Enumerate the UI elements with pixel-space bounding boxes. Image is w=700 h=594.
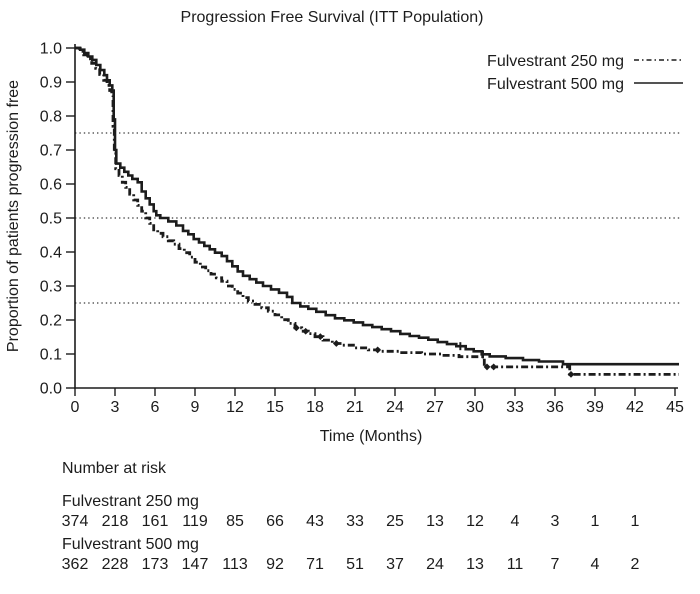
censor-diamond-icon <box>567 371 575 378</box>
axes: 0.00.10.20.30.40.50.60.70.80.91.00 3 6 9 12 1… <box>40 41 684 417</box>
risk-count: 66 <box>266 513 284 530</box>
y-tick-label: 0.6 <box>40 177 62 194</box>
risk-group-name-250: Fulvestrant 250 mg <box>62 493 199 510</box>
x-tick-label: 9 <box>191 399 200 416</box>
y-tick-label: 0.3 <box>40 279 62 296</box>
risk-count: 51 <box>346 556 364 573</box>
censor-diamond-icon <box>292 324 300 332</box>
risk-count: 161 <box>142 513 169 530</box>
x-tick-label: 3 <box>111 399 120 416</box>
risk-count: 37 <box>386 556 404 573</box>
x-tick-label: 42 <box>626 399 644 416</box>
legend-label-fulvestrant-250: Fulvestrant 250 mg <box>487 53 624 70</box>
risk-count: 1 <box>631 513 640 530</box>
risk-count: 13 <box>466 556 484 573</box>
x-tick-label: 36 <box>546 399 564 416</box>
chart-title: Progression Free Survival (ITT Populatio… <box>181 9 484 26</box>
risk-count: 3 <box>551 513 560 530</box>
x-tick-label: 30 <box>466 399 484 416</box>
y-tick-label: 0.5 <box>40 211 62 228</box>
risk-count: 119 <box>182 513 208 530</box>
risk-counts-row-250: 374 218 161 119 85 66 43 33 25 13 12 4 3 1 1 <box>62 513 640 530</box>
risk-count: 147 <box>182 556 209 573</box>
y-axis-label: Proportion of patients progression free <box>5 80 22 352</box>
number-at-risk-table: Number at risk Fulvestrant 250 mg Fulves… <box>62 460 640 573</box>
risk-count: 43 <box>306 513 324 530</box>
risk-count: 7 <box>551 556 560 573</box>
censor-diamond-icon <box>490 363 498 371</box>
x-tick-label: 18 <box>306 399 324 416</box>
number-at-risk-heading: Number at risk <box>62 460 167 477</box>
x-tick-label: 24 <box>386 399 404 416</box>
risk-count: 11 <box>507 556 524 573</box>
censor-diamond-icon <box>316 333 324 341</box>
risk-count: 113 <box>222 556 248 573</box>
censor-diamond-icon <box>302 327 310 335</box>
censor-diamond-icon <box>374 346 382 354</box>
risk-counts-row-500: 362 228 173 147 113 92 71 51 37 24 13 11 7 4 2 <box>62 556 640 573</box>
y-tick-label: 1.0 <box>40 41 62 58</box>
risk-count: 173 <box>142 556 169 573</box>
x-tick-label: 27 <box>426 399 444 416</box>
y-tick-label: 0.7 <box>40 143 62 160</box>
risk-count: 2 <box>631 556 640 573</box>
y-tick-label: 0.9 <box>40 75 62 92</box>
y-tick-label: 0.1 <box>40 347 62 364</box>
x-tick-label: 0 <box>71 399 80 416</box>
x-tick-label: 33 <box>506 399 524 416</box>
risk-count: 374 <box>62 513 89 530</box>
risk-group-name-500: Fulvestrant 500 mg <box>62 536 199 553</box>
risk-count: 92 <box>266 556 284 573</box>
risk-count: 85 <box>226 513 244 530</box>
censor-diamond-icon <box>332 340 340 347</box>
risk-count: 71 <box>306 556 324 573</box>
y-tick-label: 0.2 <box>40 313 62 330</box>
x-tick-label: 6 <box>151 399 160 416</box>
x-tick-label: 12 <box>226 399 244 416</box>
legend: Fulvestrant 250 mg Fulvestrant 500 mg <box>487 53 683 93</box>
x-axis-label: Time (Months) <box>320 428 423 445</box>
risk-count: 218 <box>102 513 129 530</box>
curve-fulvestrant-250 <box>75 46 679 376</box>
legend-label-fulvestrant-500: Fulvestrant 500 mg <box>487 76 624 93</box>
y-tick-label: 0.8 <box>40 109 62 126</box>
risk-count: 4 <box>511 513 520 530</box>
risk-count: 24 <box>426 556 444 573</box>
risk-count: 33 <box>346 513 364 530</box>
risk-count: 1 <box>591 513 600 530</box>
risk-count: 25 <box>386 513 404 530</box>
y-tick-label: 0.0 <box>40 381 62 398</box>
survival-curves <box>75 46 679 376</box>
risk-count: 13 <box>426 513 444 530</box>
risk-count: 12 <box>466 513 484 530</box>
x-tick-label: 21 <box>346 399 364 416</box>
risk-count: 4 <box>591 556 600 573</box>
risk-count: 362 <box>62 556 89 573</box>
risk-count: 228 <box>102 556 129 573</box>
censor-diamond-icon <box>483 363 491 371</box>
y-tick-label: 0.4 <box>40 245 62 262</box>
curve-fulvestrant-500 <box>75 46 679 366</box>
x-tick-label: 15 <box>266 399 284 416</box>
x-tick-label: 39 <box>586 399 604 416</box>
censor-marks <box>292 324 575 378</box>
x-tick-label: 45 <box>666 399 684 416</box>
